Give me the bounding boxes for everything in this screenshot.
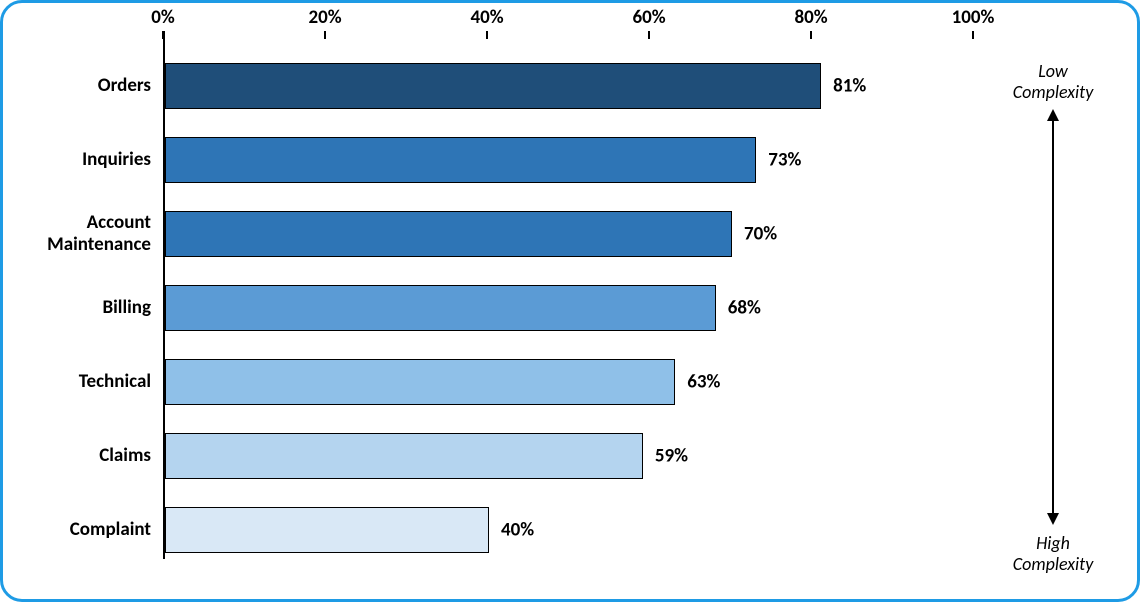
bar [165,433,643,479]
category-label: Orders [21,75,151,97]
annotation-high-line2: Complexity [1013,553,1094,575]
complexity-arrow-icon [1043,109,1063,525]
category-label: Technical [21,371,151,393]
bar [165,63,821,109]
bar-value-label: 40% [501,519,534,542]
bar [165,137,756,183]
x-axis-tick-label: 20% [308,6,341,29]
bar [165,507,489,553]
arrow-head-up-icon [1047,109,1059,121]
bar-value-label: 68% [728,297,761,320]
annotation-high-line1: High [1036,532,1070,554]
x-axis-tick-label: 100% [952,6,995,29]
annotation-low-line2: Complexity [1013,81,1094,103]
x-axis-tick-label: 60% [632,6,665,29]
bar-value-label: 70% [744,223,777,246]
x-axis-tick [810,31,812,39]
x-axis-tick [648,31,650,39]
x-axis-tick [972,31,974,39]
bar-value-label: 59% [655,445,688,468]
x-axis-tick-label: 40% [470,6,503,29]
category-label: Billing [21,297,151,319]
x-axis-tick-label: 0% [151,6,174,29]
x-axis-tick [486,31,488,39]
bar-value-label: 63% [687,371,720,394]
category-label: Inquiries [21,149,151,171]
annotation-low-complexity: Low Complexity [1013,61,1094,102]
annotation-high-complexity: High Complexity [1013,533,1094,574]
bar [165,359,675,405]
plot-area: 0%20%40%60%80%100% 81%73%70%68%63%59%40% [163,31,973,571]
category-label: AccountMaintenance [21,212,151,256]
bar-value-label: 73% [768,149,801,172]
category-label: Claims [21,445,151,467]
annotation-low-line1: Low [1038,60,1068,82]
chart-frame: 0% 20% 40% 60% 80% 100% 81% 73% 70% 68% 63% 59% 40%… [0,0,1140,602]
bar [165,285,716,331]
bar-value-label: 81% [833,75,866,98]
x-axis-tick-label: 80% [794,6,827,29]
category-label: Complaint [21,519,151,541]
arrow-head-down-icon [1047,513,1059,525]
x-axis-tick [324,31,326,39]
bar [165,211,732,257]
